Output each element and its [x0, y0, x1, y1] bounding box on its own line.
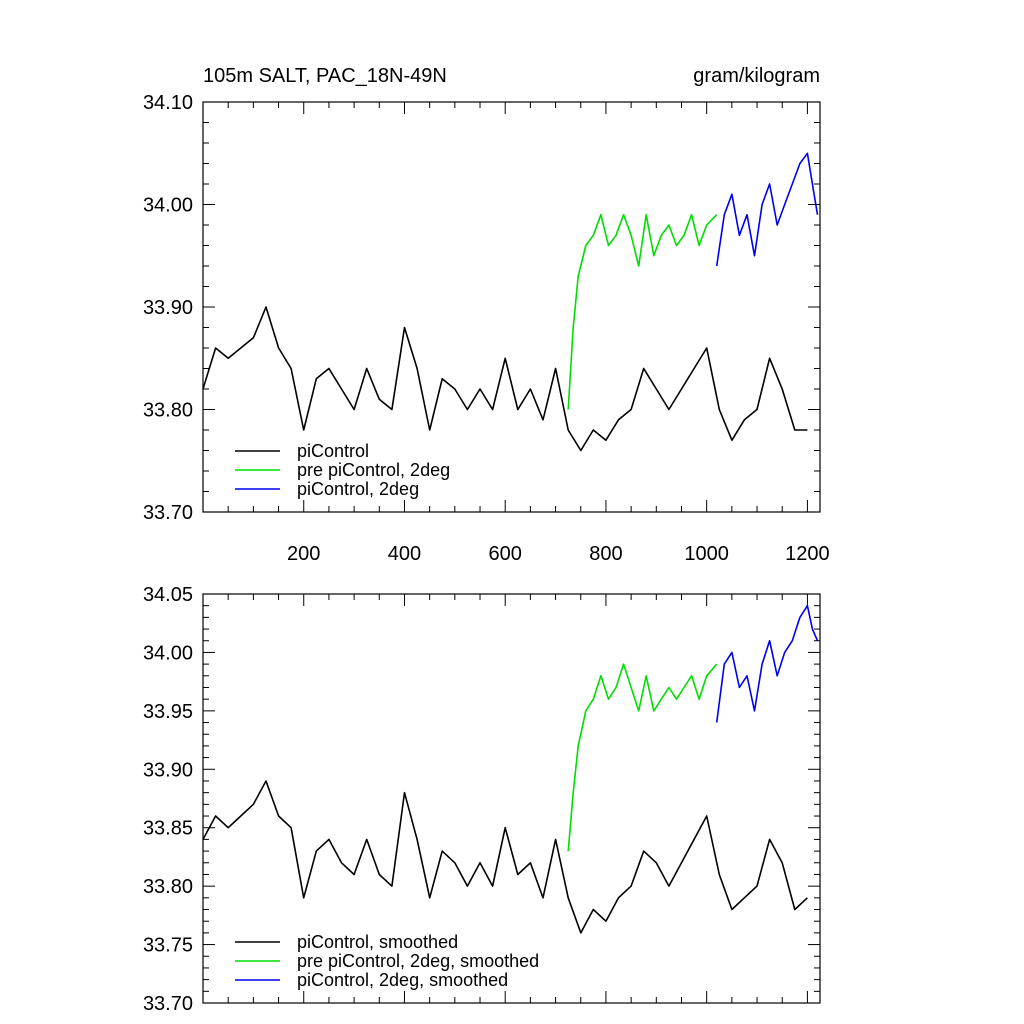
y-tick-label: 33.80 [143, 400, 193, 422]
x-tick-label: 600 [489, 543, 522, 565]
x-tick-label: 400 [388, 543, 421, 565]
chart-title-left: 105m SALT, PAC_18N-49N [203, 65, 447, 87]
series-line-picontrol-smoothed [202, 780, 808, 934]
legend-label: piControl, 2deg [297, 479, 419, 499]
legend-label: piControl, smoothed [297, 932, 458, 952]
plot-frame [202, 101, 821, 513]
legend-label: pre piControl, 2deg [297, 460, 450, 480]
chart-title-units: gram/kilogram [693, 65, 820, 87]
series-line-pre-picontrol-2deg [567, 213, 718, 410]
y-tick-label: 34.05 [143, 584, 193, 606]
top-panel: 33.70 33.80 33.90 34.00 34.10 200 400 600 800 100… [143, 92, 830, 565]
series-line-picontrol [202, 306, 808, 452]
bottom-panel: 33.70 33.75 33.80 33.85 33.90 33.95 34.00 34.05… [143, 584, 821, 1015]
y-tick-label: 33.80 [143, 876, 193, 898]
series-line-pre-picontrol-2deg-smoothed [567, 663, 718, 852]
y-tick-label: 34.10 [143, 92, 193, 114]
y-tick-label: 33.70 [143, 993, 193, 1015]
x-tick-label: 800 [589, 543, 622, 565]
legend-label: piControl [297, 441, 369, 461]
y-tick-label: 33.95 [143, 701, 193, 723]
y-tick-label: 33.90 [143, 759, 193, 781]
y-tick-label: 33.85 [143, 818, 193, 840]
series-line-picontrol-2deg-smoothed [715, 604, 819, 723]
y-tick-label: 33.75 [143, 935, 193, 957]
y-tick-label: 34.00 [143, 195, 193, 217]
x-tick-label: 200 [287, 543, 320, 565]
y-tick-label: 34.00 [143, 642, 193, 664]
x-tick-label: 1000 [684, 543, 729, 565]
y-tick-label: 33.70 [143, 502, 193, 524]
legend-label: pre piControl, 2deg, smoothed [297, 951, 539, 971]
x-tick-label: 1200 [785, 543, 830, 565]
series-line-picontrol-2deg [715, 152, 819, 267]
legend-label: piControl, 2deg, smoothed [297, 970, 508, 990]
plot-frame [202, 593, 821, 1004]
y-tick-label: 33.90 [143, 297, 193, 319]
